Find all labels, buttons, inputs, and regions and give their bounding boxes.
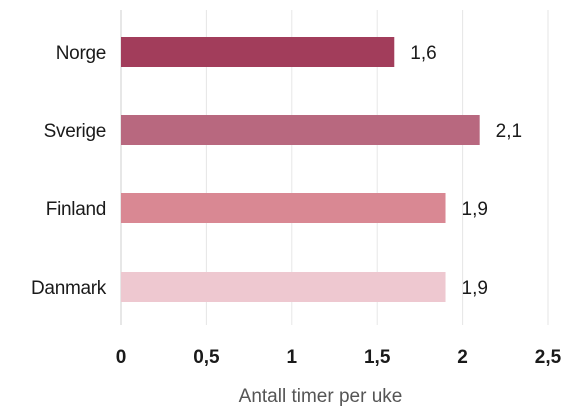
- x-tick-label: 0,5: [193, 347, 220, 368]
- bar-sverige: [121, 115, 480, 145]
- value-label: 1,6: [410, 43, 436, 64]
- x-axis-ticks: 0 0,5 1 1,5 2 2,5: [116, 347, 562, 368]
- x-tick-label: 1,5: [364, 347, 391, 368]
- bar-danmark: [121, 272, 446, 302]
- value-label: 2,1: [496, 121, 522, 142]
- category-label: Danmark: [31, 278, 107, 299]
- value-label: 1,9: [462, 278, 488, 299]
- bars: [121, 37, 480, 302]
- category-labels: Norge Sverige Finland Danmark: [31, 43, 107, 299]
- x-tick-label: 0: [116, 347, 127, 368]
- x-tick-label: 2: [457, 347, 468, 368]
- bar-finland: [121, 193, 446, 223]
- bar-norge: [121, 37, 395, 67]
- category-label: Sverige: [44, 121, 106, 142]
- x-axis-title: Antall timer per uke: [239, 386, 403, 407]
- x-tick-label: 2,5: [535, 347, 562, 368]
- category-label: Norge: [56, 43, 106, 64]
- category-label: Finland: [46, 199, 106, 220]
- value-labels: 1,6 2,1 1,9 1,9: [410, 43, 522, 299]
- x-tick-label: 1: [287, 347, 298, 368]
- value-label: 1,9: [462, 199, 488, 220]
